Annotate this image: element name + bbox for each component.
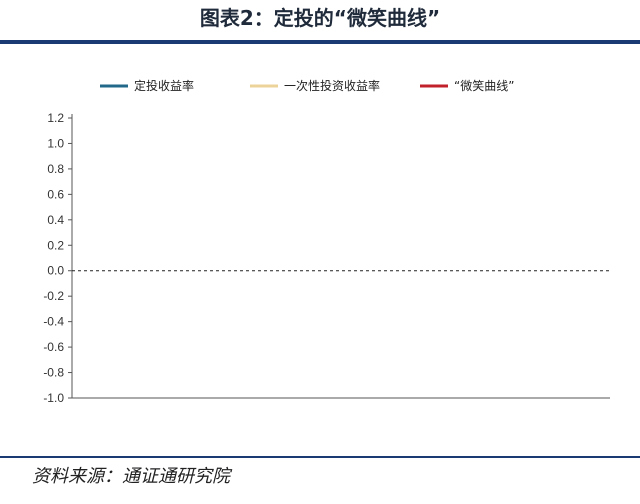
y-tick-label: 1.2 xyxy=(47,111,64,125)
chart-svg: -1.0 -0.8 -0.6 -0.4 -0.2 0.0 0.2 0.4 0.6 0.8 1.0 1.… xyxy=(43,78,610,405)
y-tick-label: -0.4 xyxy=(43,315,64,329)
source-note: 资料来源：通证通研究院 xyxy=(32,466,230,487)
y-tick-label: 0.2 xyxy=(47,238,64,252)
y-tick-label: 0.8 xyxy=(47,162,64,176)
y-tick-label: 0.6 xyxy=(47,187,64,201)
y-tick-label: -0.2 xyxy=(43,289,64,303)
legend-label-2: “微笑曲线” xyxy=(454,78,514,93)
chart-title: 图表2：定投的“微笑曲线” xyxy=(199,6,441,30)
y-tick-label: 0.0 xyxy=(47,264,64,278)
title-divider xyxy=(0,40,640,44)
y-tick-label: 1.0 xyxy=(47,136,64,150)
y-tick-label: -0.8 xyxy=(43,366,64,380)
legend-label-1: 一次性投资收益率 xyxy=(284,78,380,93)
y-tick-label: -0.6 xyxy=(43,340,64,354)
y-tick-label: 0.4 xyxy=(47,213,64,227)
y-tick-label: -1.0 xyxy=(43,391,64,405)
footer-divider xyxy=(0,456,640,458)
legend-label-0: 定投收益率 xyxy=(134,78,194,93)
